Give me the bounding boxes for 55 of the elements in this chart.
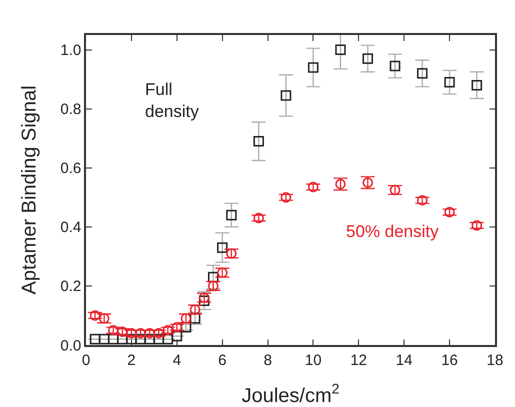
point bbox=[417, 68, 428, 79]
x-tick-label: 10 bbox=[304, 352, 322, 369]
x-tick-label: 14 bbox=[396, 352, 412, 369]
point bbox=[417, 195, 428, 206]
x-axis-title: Joules/cm$^{2}$ bbox=[242, 380, 340, 407]
point bbox=[172, 330, 182, 342]
point bbox=[280, 90, 292, 101]
point bbox=[90, 334, 100, 344]
point bbox=[135, 328, 146, 338]
y-tick-label: 0.8 bbox=[60, 101, 82, 118]
point bbox=[172, 322, 182, 333]
x-tick-label: 8 bbox=[264, 352, 272, 369]
text: Full density bbox=[145, 80, 200, 122]
point bbox=[335, 44, 346, 56]
x-tick-label: 16 bbox=[441, 352, 458, 369]
point bbox=[98, 334, 110, 344]
point bbox=[153, 328, 164, 338]
x-tick-label: 0 bbox=[82, 352, 90, 369]
point bbox=[117, 326, 128, 337]
point bbox=[153, 334, 164, 344]
point bbox=[90, 310, 100, 321]
point bbox=[226, 210, 237, 220]
point bbox=[308, 182, 318, 192]
x-tick-label: 18 bbox=[486, 352, 504, 369]
point bbox=[217, 242, 228, 253]
y-tick-label: 0.0 bbox=[60, 337, 82, 354]
x-tick-label: 6 bbox=[218, 352, 226, 369]
y-axis-title: Aptamer Binding Signal bbox=[18, 85, 40, 295]
x-tick-label: 4 bbox=[172, 352, 182, 369]
x-tick-label: 12 bbox=[350, 352, 368, 369]
point bbox=[162, 324, 174, 336]
point bbox=[253, 136, 264, 147]
y-tick-label: 0.4 bbox=[60, 219, 82, 236]
y-tick-label: 0.2 bbox=[60, 278, 82, 296]
series-label: 50% density bbox=[346, 222, 440, 241]
y-tick-label: 1.0 bbox=[60, 42, 82, 60]
point bbox=[126, 328, 137, 338]
point bbox=[126, 334, 137, 344]
point bbox=[108, 324, 119, 336]
point bbox=[308, 62, 318, 73]
point bbox=[472, 220, 482, 231]
point bbox=[144, 334, 155, 344]
point bbox=[362, 53, 374, 64]
point bbox=[108, 334, 119, 344]
point bbox=[280, 192, 292, 203]
y-tick-label: 0.6 bbox=[60, 160, 82, 178]
point bbox=[390, 60, 400, 72]
point bbox=[472, 80, 482, 90]
point bbox=[135, 334, 146, 344]
x-tick-label: 2 bbox=[127, 352, 136, 369]
point bbox=[144, 328, 155, 338]
point bbox=[253, 212, 264, 224]
point bbox=[444, 206, 455, 218]
point bbox=[444, 76, 455, 88]
point bbox=[162, 334, 174, 344]
